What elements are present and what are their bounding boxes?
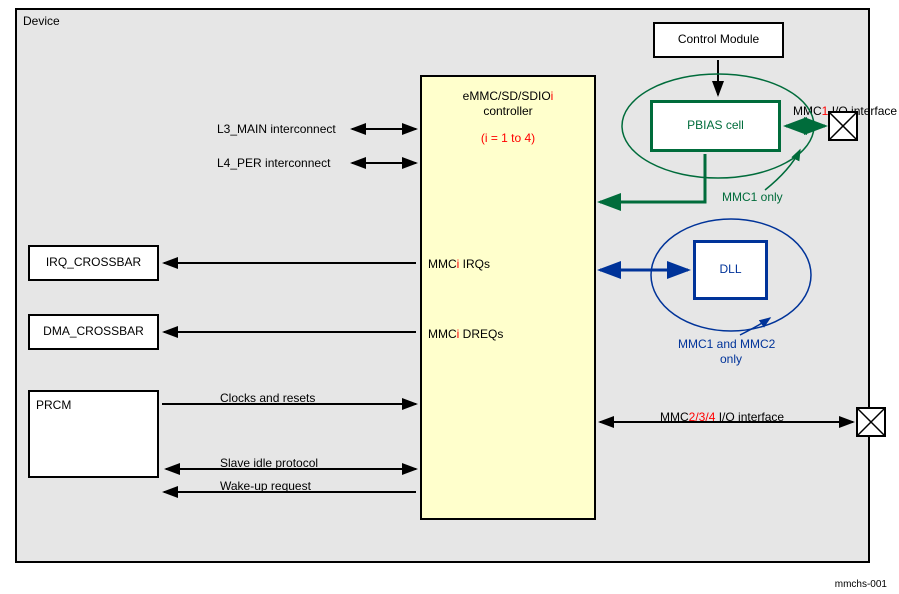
device-title: Device [23, 14, 60, 28]
controller-irange-rest: = 1 to 4) [487, 131, 535, 145]
controller-subtitle: controller [422, 104, 594, 120]
irq-crossbar-box: IRQ_CROSSBAR [28, 245, 159, 281]
irq-crossbar-label: IRQ_CROSSBAR [46, 255, 141, 271]
mmc-dreqs-suffix: DREQs [459, 327, 503, 341]
mmc1-2-only-l2: only [720, 352, 742, 366]
idle-label: Slave idle protocol [220, 456, 318, 470]
prcm-label: PRCM [36, 398, 71, 414]
mmc1-io-suffix: I/O interface [828, 104, 897, 118]
mmc1-io-prefix: MMC [793, 104, 822, 118]
dll-box: DLL [693, 240, 768, 300]
pbias-label: PBIAS cell [687, 118, 744, 134]
controller-title-prefix: eMMC/SD/SDIO [463, 89, 551, 103]
dll-label: DLL [719, 262, 741, 278]
l4-label: L4_PER interconnect [217, 156, 330, 170]
mmc-irqs-prefix: MMC [428, 257, 457, 271]
pbias-box: PBIAS cell [650, 100, 781, 152]
mmc234-mid: 2/3/4 [689, 410, 716, 424]
mmc1-2-only-l1: MMC1 and MMC2 [678, 337, 775, 351]
controller-title-i: i [551, 89, 554, 103]
mmc1-only-label: MMC1 only [722, 190, 783, 204]
dma-crossbar-label: DMA_CROSSBAR [43, 324, 144, 340]
control-module-label: Control Module [678, 32, 759, 48]
mmc-irqs-suffix: IRQs [459, 257, 490, 271]
wakeup-label: Wake-up request [220, 479, 311, 493]
controller-block: eMMC/SD/SDIOi controller (i = 1 to 4) MM… [420, 75, 596, 520]
mmc-dreqs-prefix: MMC [428, 327, 457, 341]
clocks-label: Clocks and resets [220, 391, 315, 405]
mmc234-suffix: I/O interface [715, 410, 784, 424]
prcm-box: PRCM [28, 390, 159, 478]
footer-id: mmchs-001 [835, 579, 887, 590]
l3-label: L3_MAIN interconnect [217, 122, 336, 136]
control-module-box: Control Module [653, 22, 784, 58]
dma-crossbar-box: DMA_CROSSBAR [28, 314, 159, 350]
mmc234-prefix: MMC [660, 410, 689, 424]
